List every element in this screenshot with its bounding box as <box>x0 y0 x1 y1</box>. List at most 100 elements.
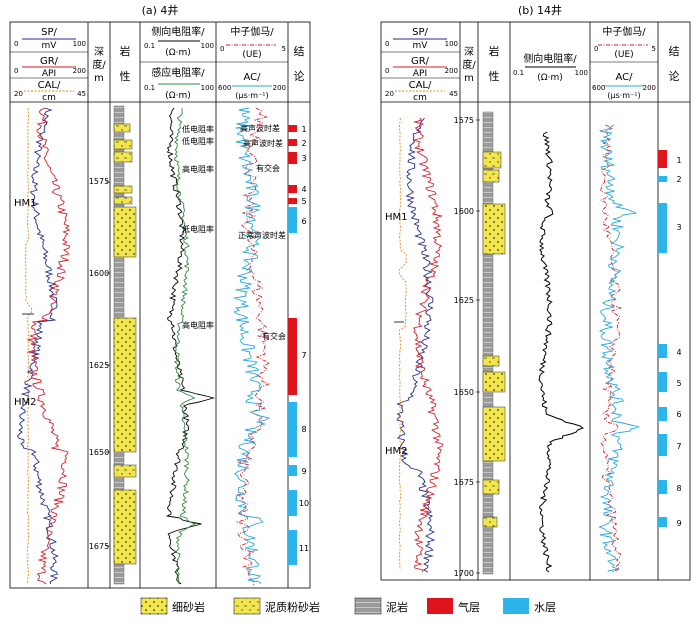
legend-label: 水层 <box>534 601 556 614</box>
ac-curve <box>232 107 271 585</box>
depth-tick: 1675 <box>89 542 109 551</box>
svg-text:20: 20 <box>385 90 394 98</box>
svg-text:API: API <box>413 69 427 79</box>
result-header-b: 结 <box>669 45 680 58</box>
cn-curve <box>235 107 271 586</box>
ac-header-b: AC/ <box>615 72 633 83</box>
legend-label: 气层 <box>458 600 480 614</box>
svg-text:20: 20 <box>14 90 23 98</box>
cal-curve <box>25 107 33 585</box>
legend-label: 细砂岩 <box>172 600 205 614</box>
rlat-curve <box>165 107 216 585</box>
marker-hm1-b: HM1 <box>385 212 408 223</box>
rlat-header-a: 侧向电阻率/ <box>151 25 205 38</box>
svg-text:(Ω·m): (Ω·m) <box>165 48 191 58</box>
result-label: 5 <box>676 379 681 388</box>
gr-curve <box>26 107 71 585</box>
depth-tick: 1575 <box>454 116 474 125</box>
legend-item-water-layer: 水层 <box>503 598 556 614</box>
result-label: 4 <box>301 185 306 194</box>
svg-text:200: 200 <box>273 84 286 92</box>
svg-text:100: 100 <box>445 40 458 48</box>
result-label: 3 <box>676 223 681 232</box>
water-layer <box>658 372 667 392</box>
cal-curve <box>398 117 407 571</box>
result-label: 10 <box>299 499 309 508</box>
result-label: 1 <box>301 125 306 134</box>
gas-layer <box>288 125 297 132</box>
svg-text:45: 45 <box>449 90 458 98</box>
sp-curve <box>396 117 436 573</box>
svg-text:mV: mV <box>413 41 429 51</box>
svg-text:600: 600 <box>218 84 231 92</box>
water-layer <box>658 203 667 253</box>
gas-layer <box>288 198 297 204</box>
panel-b-title: (b) 14井 <box>518 3 562 17</box>
svg-text:0: 0 <box>14 67 18 75</box>
result-label: 7 <box>676 442 681 451</box>
svg-text:(μs·m⁻¹): (μs·m⁻¹) <box>607 91 640 100</box>
result-label: 5 <box>301 197 306 206</box>
svg-text:0: 0 <box>14 40 18 48</box>
cal-header-a: CAL/ <box>38 80 61 91</box>
gas-layer <box>658 150 667 168</box>
res-annotation: 低电阻率 <box>182 224 214 234</box>
water-layer <box>288 530 297 565</box>
legend-item-fine-sandstone: 细砂岩 <box>140 597 205 615</box>
gas-layer <box>288 152 297 164</box>
svg-text:0.1: 0.1 <box>144 42 155 50</box>
result-label: 3 <box>301 154 306 163</box>
result-label: 6 <box>301 217 306 226</box>
legend-item-mudstone: 泥岩 <box>354 597 408 615</box>
depth-header-a: 深 <box>94 46 104 58</box>
rlat-header-b: 侧向电阻率/ <box>523 52 577 65</box>
legend-label: 泥岩 <box>386 600 408 614</box>
svg-text:5: 5 <box>282 45 286 53</box>
svg-text:(Ω·m): (Ω·m) <box>537 73 563 83</box>
cn-curve <box>600 124 623 573</box>
svg-text:0: 0 <box>594 45 598 53</box>
lith-header-a: 岩 <box>120 44 131 58</box>
legend-label: 泥质粉砂岩 <box>265 600 320 614</box>
svg-text:100: 100 <box>73 40 86 48</box>
result-label: 8 <box>301 425 306 434</box>
result-label: 7 <box>301 351 306 360</box>
ac-annotation: 正常声波时差 <box>238 230 286 240</box>
svg-text:度/: 度/ <box>92 58 106 71</box>
water-layer <box>658 344 667 358</box>
svg-text:45: 45 <box>77 90 86 98</box>
result-label: 2 <box>676 175 681 184</box>
water-layer <box>288 490 297 516</box>
depth-ticks-a: 1575 1600 1625 1650 1675 <box>89 177 110 551</box>
result-label: 8 <box>676 484 681 493</box>
sp-header-b: SP/ <box>412 27 428 38</box>
gr-header-b: GR/ <box>411 56 430 67</box>
svg-text:API: API <box>42 69 56 79</box>
ac-curve <box>598 124 640 572</box>
curves-b <box>396 117 640 573</box>
res-annotation: 低电阻率 <box>182 136 214 146</box>
marker-hm2-b: HM2 <box>385 446 408 457</box>
marker-hm1-a: HM1 <box>14 198 37 209</box>
depth-tick: 1700 <box>454 569 474 578</box>
result-label: 9 <box>301 467 306 476</box>
res-annotations-a: 低电阻率 低电阻率 高电阻率 低电阻率 高电阻率 <box>182 124 214 330</box>
curves-a <box>17 107 271 586</box>
panel-a: (a) 4井 SP/ 0 mV 100 GR/ 0 API 200 CAL/ 2… <box>9 3 311 589</box>
svg-text:200: 200 <box>445 67 458 75</box>
panel-b: (b) 14井 SP/ 0 mV 100 GR/ 0 API 200 CAL/ … <box>380 3 691 581</box>
depth-tick: 1625 <box>89 361 109 370</box>
depth-header-b: 深 <box>464 46 474 58</box>
marker-hm2-a: HM2 <box>14 397 37 408</box>
ac-annotation: 有交会 <box>256 163 280 173</box>
svg-text:(UE): (UE) <box>614 50 633 60</box>
legend: 细砂岩 泥质粉砂岩 泥岩 气层 水层 <box>140 597 556 615</box>
result-label: 1 <box>676 156 681 165</box>
svg-text:0.1: 0.1 <box>144 84 155 92</box>
svg-text:性: 性 <box>489 69 500 83</box>
result-label: 6 <box>676 410 681 419</box>
legend-item-argillaceous-siltstone: 泥质粉砂岩 <box>233 597 320 615</box>
rind-curve <box>173 107 197 585</box>
panel-a-title: (a) 4井 <box>142 3 179 17</box>
